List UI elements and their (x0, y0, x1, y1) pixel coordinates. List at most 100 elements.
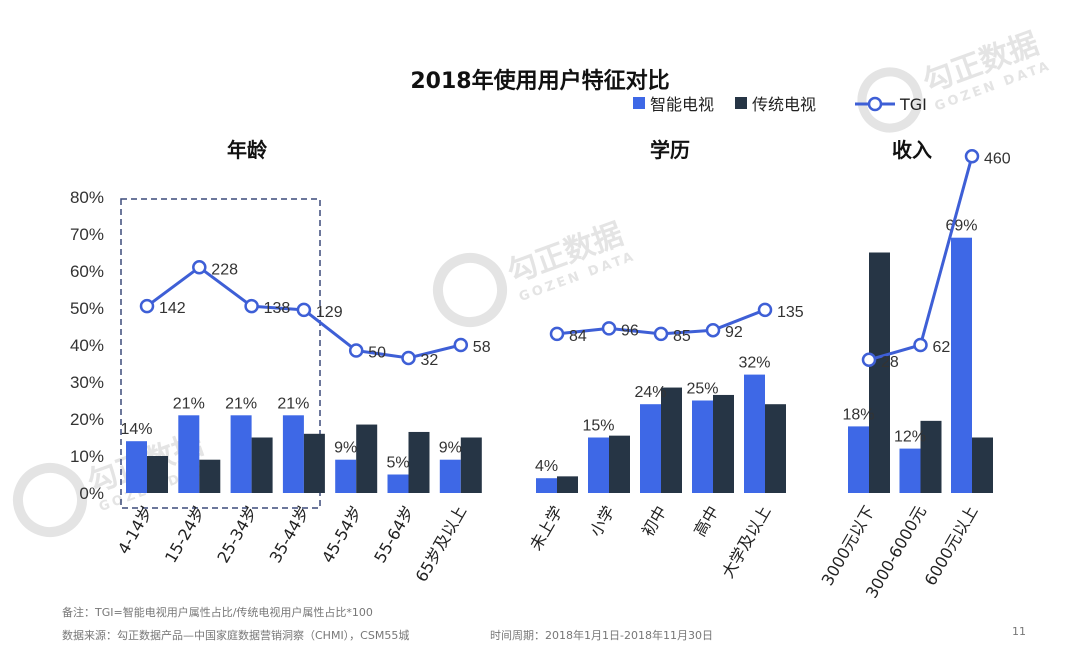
bars: 14%21% 21% 21%9%5%9%4%15%24% 25%32%18%12%69… (120, 218, 993, 493)
tgi-point (964, 149, 980, 164)
x-axis-categories: 4-14岁 15-24岁 25-34岁 35-44岁 45-54岁 55-64岁65岁及以… (114, 503, 982, 602)
bar-smart-tv (848, 426, 869, 493)
tgi-point (348, 343, 364, 358)
bar-smart-tv (230, 415, 252, 493)
tgi-point (139, 298, 155, 314)
x-category-label: 6000元以上 (921, 503, 982, 589)
data-label-smart: 12% (894, 429, 926, 446)
x-category-label: 3000元以下 (818, 503, 879, 589)
bar-smart-tv (640, 404, 661, 493)
y-tick-label: 30% (70, 373, 104, 392)
legend-swatch-smart (633, 97, 645, 109)
y-tick-label: 10% (70, 447, 104, 466)
bar-smart-tv (126, 441, 147, 493)
bar-traditional-tv (199, 459, 221, 493)
bar-smart-tv (951, 237, 972, 493)
tgi-lines: 142 228 138 129 50 32 58 84 96 85 92 135 28 62 460 (139, 149, 1011, 371)
bar-smart-tv (536, 478, 557, 493)
x-category-label: 初中 (638, 503, 670, 540)
tgi-point (401, 350, 416, 366)
bar-traditional-tv (460, 437, 482, 493)
data-label-smart: 32% (738, 355, 770, 372)
bar-traditional-tv (557, 476, 578, 493)
x-category-label: 25-34岁 (213, 503, 261, 567)
footer-period: 时间周期：2018年1月1日-2018年11月30日 (490, 628, 713, 642)
bar-traditional-tv (661, 387, 682, 493)
tgi-label: 92 (725, 324, 743, 341)
tgi-point (296, 302, 312, 318)
tgi-label: 85 (673, 328, 691, 345)
bar-traditional-tv (147, 456, 168, 493)
tgi-point (453, 337, 469, 353)
highlight-box (120, 198, 321, 509)
tgi-point (861, 352, 877, 368)
section-title-age: 年龄 (227, 138, 268, 162)
y-tick-label: 40% (70, 336, 104, 355)
tgi-label: 32 (421, 352, 439, 369)
x-category-label: 未上学 (526, 503, 566, 554)
chart-title: 2018年使用用户特征对比 (410, 68, 669, 94)
x-category-label: 45-54岁 (318, 503, 366, 567)
tgi-point (705, 322, 721, 338)
data-label-smart: 9% (334, 440, 357, 457)
bar-traditional-tv (408, 431, 430, 493)
x-category-label: 55-64岁 (370, 503, 418, 567)
bar-smart-tv (178, 415, 200, 493)
section-title-income: 收入 (892, 138, 932, 162)
legend-marker-tgi (867, 96, 883, 112)
tgi-point (757, 302, 773, 318)
bar-traditional-tv (920, 420, 942, 493)
tgi-label: 84 (569, 328, 587, 345)
bar-smart-tv (387, 474, 409, 493)
x-category-label: 4-14岁 (114, 503, 157, 558)
tgi-label: 138 (264, 300, 291, 317)
legend-label-traditional: 传统电视 (752, 95, 816, 114)
bar-traditional-tv (972, 437, 993, 493)
tgi-label: 228 (211, 261, 238, 278)
tgi-label: 96 (621, 322, 639, 339)
bar-traditional-tv (713, 394, 734, 493)
y-axis: 0% 10% 20% 30% 40% 50% 60% 70% 80% (70, 188, 104, 503)
data-label-smart: 5% (386, 455, 409, 472)
bar-traditional-tv (303, 433, 325, 493)
tgi-label: 142 (159, 300, 186, 317)
data-label-smart: 24% (634, 384, 666, 401)
x-category-label: 65岁及以上 (412, 503, 471, 586)
legend: 智能电视 传统电视 TGI (633, 95, 927, 114)
bar-smart-tv (335, 459, 357, 493)
bar-traditional-tv (356, 424, 378, 493)
tgi-label: 28 (881, 354, 899, 371)
tgi-label: 460 (984, 150, 1011, 167)
bar-traditional-tv (765, 404, 786, 493)
tgi-label: 129 (316, 304, 343, 321)
legend-swatch-traditional (735, 97, 747, 109)
x-category-label: 15-24岁 (161, 503, 209, 567)
tgi-label: 58 (473, 339, 491, 356)
legend-label-tgi: TGI (899, 95, 927, 114)
bar-traditional-tv (609, 435, 630, 493)
y-tick-label: 60% (70, 262, 104, 281)
x-category-label: 小学 (586, 503, 618, 540)
data-label-smart: 21% (173, 395, 205, 412)
tgi-label: 62 (933, 339, 951, 356)
y-tick-label: 80% (70, 188, 104, 207)
y-tick-label: 50% (70, 299, 104, 318)
watermark-logo: 勾正数据 GOZEN DATA (433, 217, 638, 327)
bar-smart-tv (899, 448, 921, 493)
bar-smart-tv (588, 437, 609, 493)
data-label-smart: 21% (277, 395, 309, 412)
data-label-smart: 18% (842, 406, 874, 423)
bar-traditional-tv (251, 437, 273, 493)
x-category-label: 大学及以上 (718, 503, 774, 582)
data-label-smart: 21% (225, 395, 257, 412)
tgi-point (653, 326, 669, 342)
bar-smart-tv (439, 459, 461, 493)
bar-traditional-tv (869, 252, 890, 493)
data-label-smart: 9% (439, 440, 462, 457)
bar-smart-tv (744, 374, 765, 493)
footer-source: 数据来源：勾正数据产品—中国家庭数据营销洞察（CHMI），CSM55城 (62, 628, 409, 642)
x-category-label: 35-44岁 (266, 503, 314, 567)
tgi-point (601, 321, 617, 336)
watermark-logo: 勾正数据 GOZEN DATA (857, 26, 1054, 133)
